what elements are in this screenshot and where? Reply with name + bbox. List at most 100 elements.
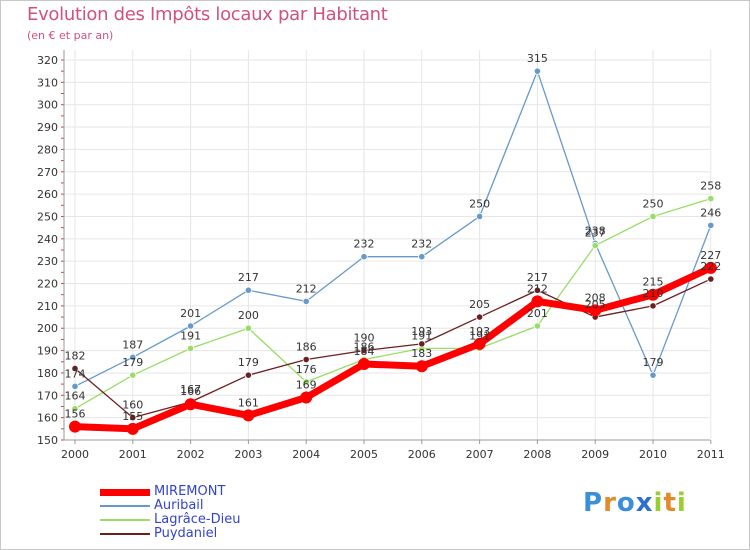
data-point: [302, 355, 310, 364]
data-label: 232: [411, 238, 432, 251]
data-point: [126, 422, 139, 435]
data-point: [129, 371, 137, 379]
data-point: [360, 253, 368, 261]
data-label: 193: [469, 325, 490, 338]
data-label: 179: [122, 356, 143, 369]
data-label: 227: [700, 249, 721, 262]
x-tick-label: 2000: [61, 448, 89, 461]
data-point: [707, 221, 715, 230]
data-label: 246: [700, 206, 721, 219]
y-tick-label: 210: [37, 300, 58, 313]
data-label: 201: [527, 307, 548, 320]
data-label: 222: [700, 260, 721, 273]
data-label: 193: [411, 325, 432, 338]
data-point: [187, 344, 195, 352]
data-label: 205: [469, 298, 490, 311]
data-point: [473, 337, 486, 350]
data-label: 160: [122, 399, 143, 412]
x-tick-label: 2011: [697, 448, 725, 461]
data-label: 212: [527, 282, 548, 295]
data-label: 212: [296, 282, 317, 295]
logo-letter: x: [635, 488, 654, 518]
data-label: 217: [238, 271, 259, 284]
data-point: [244, 371, 252, 379]
x-tick-label: 2005: [350, 448, 378, 461]
data-label: 205: [585, 298, 606, 311]
proxiti-logo: Proxiti: [583, 488, 687, 518]
x-tick-label: 2010: [639, 448, 667, 461]
data-label: 210: [643, 287, 664, 300]
data-label: 238: [585, 224, 606, 237]
y-tick-label: 200: [37, 322, 58, 335]
data-point: [71, 405, 79, 413]
data-point: [242, 409, 255, 422]
data-point: [707, 275, 715, 283]
data-label: 201: [180, 307, 201, 320]
data-label: 258: [700, 180, 721, 193]
data-point: [244, 286, 252, 294]
data-point: [707, 194, 715, 203]
x-tick-label: 2006: [408, 448, 436, 461]
data-label: 191: [411, 329, 432, 342]
y-tick-label: 250: [37, 210, 58, 223]
data-point: [531, 295, 544, 308]
x-tick-label: 2008: [523, 448, 551, 461]
data-label: 208: [585, 291, 606, 304]
chart-title: Evolution des Impôts locaux par Habitant: [27, 4, 388, 25]
data-label: 167: [180, 383, 201, 396]
y-tick-label: 160: [37, 412, 58, 425]
y-tick-label: 270: [37, 166, 58, 179]
data-point: [69, 420, 81, 433]
y-tick-label: 280: [37, 143, 58, 156]
data-point: [302, 378, 310, 386]
data-point: [418, 340, 426, 348]
data-point: [358, 358, 370, 370]
data-label: 191: [469, 329, 490, 342]
y-tick-label: 260: [37, 188, 58, 201]
y-tick-label: 220: [37, 278, 58, 291]
data-point: [360, 346, 368, 355]
data-point: [704, 261, 717, 274]
data-label: 184: [354, 345, 375, 358]
data-label: 174: [65, 367, 86, 380]
data-point: [302, 297, 310, 306]
legend-label: Auribail: [154, 498, 204, 513]
legend-label: Puydaniel: [154, 526, 218, 541]
y-tick-label: 310: [37, 76, 58, 89]
data-label: 187: [122, 338, 143, 351]
logo-letter: P: [583, 488, 604, 518]
data-label: 186: [296, 341, 317, 354]
series-line-lagrâce-dieu: [74, 197, 712, 410]
data-label: 237: [585, 227, 606, 240]
y-tick-label: 170: [37, 389, 58, 402]
y-tick-label: 290: [37, 121, 58, 134]
data-label: 176: [296, 363, 317, 376]
data-label: 166: [180, 385, 201, 398]
data-point: [591, 241, 599, 250]
data-label: 250: [643, 197, 664, 210]
data-label: 200: [238, 309, 259, 322]
data-point: [475, 313, 484, 321]
data-point: [649, 302, 657, 310]
data-point: [418, 253, 426, 261]
legend-item: Auribail: [100, 499, 240, 513]
data-point: [533, 67, 542, 75]
y-tick-label: 240: [37, 233, 58, 246]
data-point: [71, 364, 79, 373]
data-point: [300, 391, 313, 404]
x-tick-label: 2007: [466, 448, 494, 461]
legend-swatch: [100, 488, 150, 496]
data-label: 179: [643, 356, 664, 369]
data-point: [589, 304, 602, 317]
y-tick-label: 320: [37, 54, 58, 67]
data-point: [533, 322, 542, 330]
x-tick-label: 2003: [234, 448, 262, 461]
data-point: [475, 212, 484, 221]
data-point: [129, 414, 137, 422]
data-label: 315: [527, 52, 548, 65]
legend-item: MIREMONT: [100, 485, 240, 499]
data-label: 215: [643, 276, 664, 289]
data-label: 155: [122, 410, 143, 423]
data-point: [187, 322, 195, 330]
